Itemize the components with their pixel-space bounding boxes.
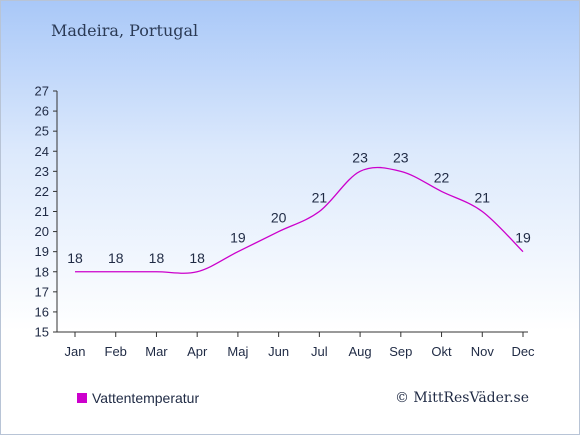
y-tick-label: 23 <box>35 164 49 179</box>
data-labels: 18 18 18 18 19 20 21 23 23 22 21 19 <box>67 149 531 265</box>
x-tick-label: Jul <box>311 344 328 359</box>
x-tick-label: Feb <box>105 344 127 359</box>
data-label: 18 <box>149 250 165 266</box>
y-tick-label: 24 <box>35 144 49 159</box>
y-tick-label: 15 <box>35 325 49 340</box>
x-tick-label: Sep <box>389 344 412 359</box>
x-tick-label: Jun <box>268 344 289 359</box>
y-tick-label: 21 <box>35 204 49 219</box>
y-tick-label: 22 <box>35 184 49 199</box>
data-label: 18 <box>189 250 205 266</box>
y-tick-label: 19 <box>35 244 49 259</box>
y-axis-ticks: 15 16 17 18 19 20 21 22 23 24 25 26 27 <box>35 84 57 340</box>
y-tick-label: 20 <box>35 224 49 239</box>
series-line <box>74 166 524 274</box>
data-label: 18 <box>108 250 124 266</box>
legend: Vattentemperatur <box>77 390 199 406</box>
data-label: 23 <box>352 149 368 165</box>
y-tick-label: 26 <box>35 104 49 119</box>
y-tick-label: 17 <box>35 284 49 299</box>
series-group <box>74 166 524 274</box>
y-tick-label: 16 <box>35 304 49 319</box>
x-tick-label: Apr <box>187 344 208 359</box>
x-tick-label: Jan <box>65 344 86 359</box>
y-tick-label: 18 <box>35 264 49 279</box>
data-label: 23 <box>393 149 409 165</box>
data-label: 22 <box>434 169 450 185</box>
location-title: Madeira, Portugal <box>51 21 199 40</box>
x-tick-label: Aug <box>349 344 372 359</box>
x-tick-label: Nov <box>471 344 495 359</box>
y-tick-label: 27 <box>35 84 49 99</box>
y-tick-label: 25 <box>35 124 49 139</box>
x-tick-label: Okt <box>431 344 452 359</box>
data-label: 19 <box>515 230 531 246</box>
data-label: 18 <box>67 250 83 266</box>
data-label: 21 <box>312 190 328 206</box>
legend-swatch <box>77 393 87 403</box>
x-tick-label: Dec <box>511 344 535 359</box>
legend-label: Vattentemperatur <box>92 390 200 406</box>
data-label: 21 <box>474 190 490 206</box>
data-label: 20 <box>271 210 287 226</box>
x-tick-label: Mar <box>145 344 168 359</box>
x-tick-label: Maj <box>227 344 248 359</box>
chart-axes <box>56 91 528 333</box>
copyright-text: © MittResVäder.se <box>394 390 529 406</box>
x-axis-ticks: Jan Feb Mar Apr Maj Jun Jul Aug Sep Okt Nov Dec <box>65 332 535 359</box>
data-label: 19 <box>230 230 246 246</box>
